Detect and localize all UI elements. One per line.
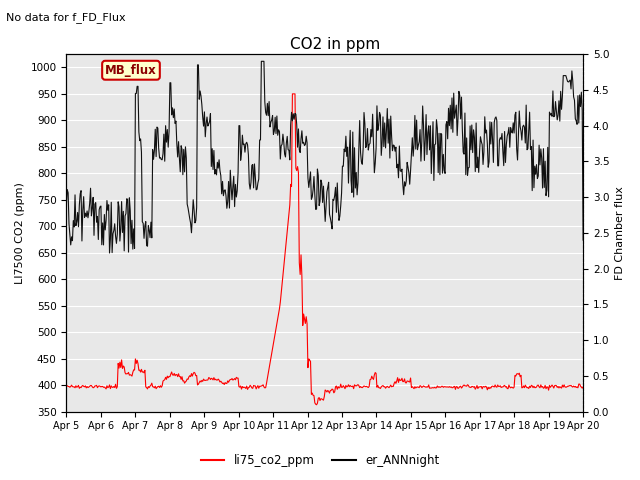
Y-axis label: LI7500 CO2 (ppm): LI7500 CO2 (ppm) <box>15 182 25 284</box>
er_ANNnight <box>298 128 306 134</box>
li75_co2_ppm <box>195 380 203 385</box>
er_ANNnight <box>579 237 587 243</box>
Text: MB_flux: MB_flux <box>105 64 157 77</box>
li75_co2_ppm <box>313 402 321 408</box>
er_ANNnight <box>257 59 265 64</box>
er_ANNnight <box>196 88 204 94</box>
Line: li75_co2_ppm: li75_co2_ppm <box>67 94 583 405</box>
li75_co2_ppm <box>63 384 70 389</box>
li75_co2_ppm <box>410 385 417 391</box>
Y-axis label: FD Chamber flux: FD Chamber flux <box>615 186 625 280</box>
li75_co2_ppm <box>369 375 376 381</box>
li75_co2_ppm <box>154 384 162 389</box>
er_ANNnight <box>410 153 417 159</box>
er_ANNnight <box>63 202 70 207</box>
er_ANNnight <box>106 250 113 256</box>
Text: No data for f_FD_Flux: No data for f_FD_Flux <box>6 12 126 23</box>
li75_co2_ppm <box>453 384 461 390</box>
Line: er_ANNnight: er_ANNnight <box>67 61 583 253</box>
Title: CO2 in ppm: CO2 in ppm <box>290 36 380 51</box>
er_ANNnight <box>155 146 163 152</box>
er_ANNnight <box>453 132 461 138</box>
Legend: li75_co2_ppm, er_ANNnight: li75_co2_ppm, er_ANNnight <box>196 449 444 472</box>
li75_co2_ppm <box>297 252 305 258</box>
li75_co2_ppm <box>579 384 587 390</box>
er_ANNnight <box>369 111 376 117</box>
li75_co2_ppm <box>289 91 296 97</box>
